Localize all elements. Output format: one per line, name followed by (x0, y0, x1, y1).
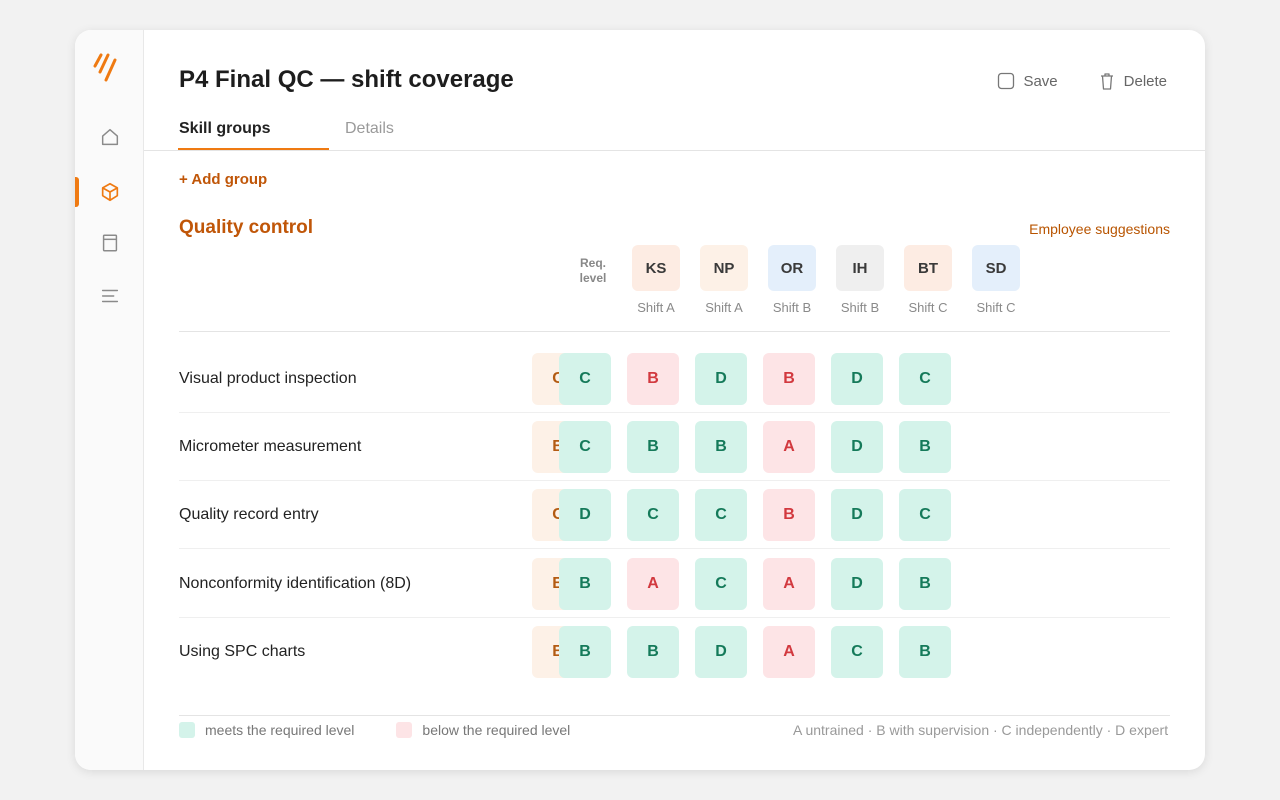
employee-shift: Shift C (976, 300, 1016, 315)
sidebar-item-skills[interactable] (75, 172, 144, 212)
legend-meets-label: meets the required level (205, 722, 355, 738)
skill-level-cell[interactable]: B (763, 353, 815, 405)
sidebar-item-list[interactable] (75, 276, 144, 316)
employee-avatar[interactable]: NP (700, 245, 748, 291)
skill-level-cell[interactable]: B (899, 557, 951, 610)
skill-row: Using SPC charts B B B D A C B (179, 618, 1170, 686)
legend-meets: meets the required level (179, 722, 354, 738)
skill-level-cell[interactable]: A (763, 625, 815, 678)
skill-name: Using SPC charts (179, 642, 306, 660)
skill-level-cell[interactable]: C (559, 421, 611, 474)
skill-level-cell[interactable]: C (899, 489, 951, 542)
skill-level-cell[interactable]: D (831, 557, 883, 610)
skill-level-cell[interactable]: C (899, 353, 951, 405)
skill-level-cell[interactable]: D (695, 353, 747, 405)
skill-level-cell[interactable]: D (695, 625, 747, 678)
delete-button[interactable]: Delete (1098, 72, 1167, 90)
employee-avatar[interactable]: OR (768, 245, 816, 291)
home-icon (101, 128, 118, 146)
skill-level-cell[interactable]: B (627, 625, 679, 678)
tab-bar: Skill groups Details (178, 120, 395, 150)
skill-row: Micrometer measurement B C B B A D B (179, 413, 1170, 482)
employee-column-header: IH Shift B (834, 245, 886, 315)
legend-below-label: below the required level (422, 722, 571, 738)
panel-icon (102, 234, 117, 252)
employee-avatar[interactable]: KS (632, 245, 680, 291)
required-level-header: Req. level (565, 256, 621, 286)
employee-shift: Shift A (705, 300, 743, 315)
required-level-header-line2: level (579, 271, 607, 285)
employee-column-header: NP Shift A (698, 245, 750, 315)
skill-level-cell[interactable]: B (899, 421, 951, 474)
level-scale-legend: A untrained · B with supervision · C ind… (793, 722, 1169, 738)
required-level-header-line1: Req. (579, 256, 606, 270)
legend-meets-swatch (179, 722, 195, 738)
skill-level-cell[interactable]: B (627, 421, 679, 474)
skill-row: Nonconformity identification (8D) B B A C A D B (179, 550, 1170, 618)
skill-level-cell[interactable]: D (831, 489, 883, 542)
skill-row: Quality record entry C D C C B D C (179, 481, 1170, 550)
employee-column-header: BT Shift C (902, 245, 954, 315)
skill-name: Visual product inspection (179, 370, 357, 387)
skill-name: Nonconformity identification (8D) (179, 574, 412, 592)
skill-level-cell[interactable]: A (763, 557, 815, 610)
trash-icon (1100, 73, 1113, 90)
legend-below: below the required level (396, 722, 570, 738)
employee-shift: Shift B (772, 300, 812, 315)
header-divider (179, 331, 1170, 332)
employee-avatar[interactable]: IH (836, 245, 884, 291)
skill-name: Micrometer measurement (179, 438, 362, 456)
employee-shift: Shift A (637, 300, 675, 315)
legend-divider (179, 715, 1170, 716)
app-window: P4 Final QC — shift coverage Save Delete… (75, 30, 1205, 770)
top-actions: Save Delete (997, 72, 1167, 90)
employee-shift: Shift B (840, 300, 880, 315)
sidebar-item-home[interactable] (75, 117, 144, 157)
add-group-button[interactable]: + Add group (179, 171, 268, 188)
save-button[interactable]: Save (997, 72, 1058, 90)
delete-label: Delete (1123, 72, 1167, 90)
employee-avatar[interactable]: BT (904, 245, 952, 291)
checkbox-icon (998, 72, 1015, 90)
cube-icon (101, 182, 118, 202)
skill-level-cell[interactable]: B (695, 421, 747, 474)
skill-level-cell[interactable]: A (627, 557, 679, 610)
employee-suggestions-link[interactable]: Employee suggestions (1029, 221, 1170, 237)
page-title: P4 Final QC — shift coverage (179, 66, 514, 93)
skill-level-cell[interactable]: C (627, 489, 679, 542)
logo-icon (93, 53, 117, 82)
skill-level-cell[interactable]: D (831, 353, 883, 405)
skill-level-cell[interactable]: C (831, 625, 883, 678)
save-label: Save (1023, 72, 1058, 90)
legend-below-swatch (396, 722, 413, 738)
skill-level-cell[interactable]: C (559, 353, 611, 405)
sidebar (75, 30, 144, 770)
skill-level-cell[interactable]: D (559, 489, 611, 542)
sidebar-item-panels[interactable] (75, 223, 144, 263)
skill-name: Quality record entry (179, 506, 319, 524)
tab-skill-groups[interactable]: Skill groups (178, 120, 329, 150)
skill-level-cell[interactable]: B (899, 625, 951, 678)
tabs-divider (144, 150, 1205, 151)
tab-details[interactable]: Details (345, 120, 394, 137)
skill-level-cell[interactable]: B (559, 557, 611, 610)
skill-level-cell[interactable]: D (831, 421, 883, 474)
employee-column-header: OR Shift B (766, 245, 818, 315)
legend: meets the required level below the requi… (179, 722, 612, 738)
list-icon (101, 289, 118, 303)
section-title: Quality control (179, 217, 314, 238)
employee-column-header: SD Shift C (970, 245, 1022, 315)
skill-level-cell[interactable]: A (763, 421, 815, 474)
skill-level-cell[interactable]: B (627, 353, 679, 405)
skill-level-cell[interactable]: B (763, 489, 815, 542)
employee-shift: Shift C (908, 300, 948, 315)
main-content: P4 Final QC — shift coverage Save Delete… (144, 30, 1205, 770)
skill-row: Visual product inspection C C B D B D C (179, 345, 1170, 413)
employee-column-header: KS Shift A (630, 245, 682, 315)
skill-level-cell[interactable]: B (559, 625, 611, 678)
skill-level-cell[interactable]: C (695, 489, 747, 542)
skill-level-cell[interactable]: C (695, 557, 747, 610)
employee-avatar[interactable]: SD (972, 245, 1020, 291)
